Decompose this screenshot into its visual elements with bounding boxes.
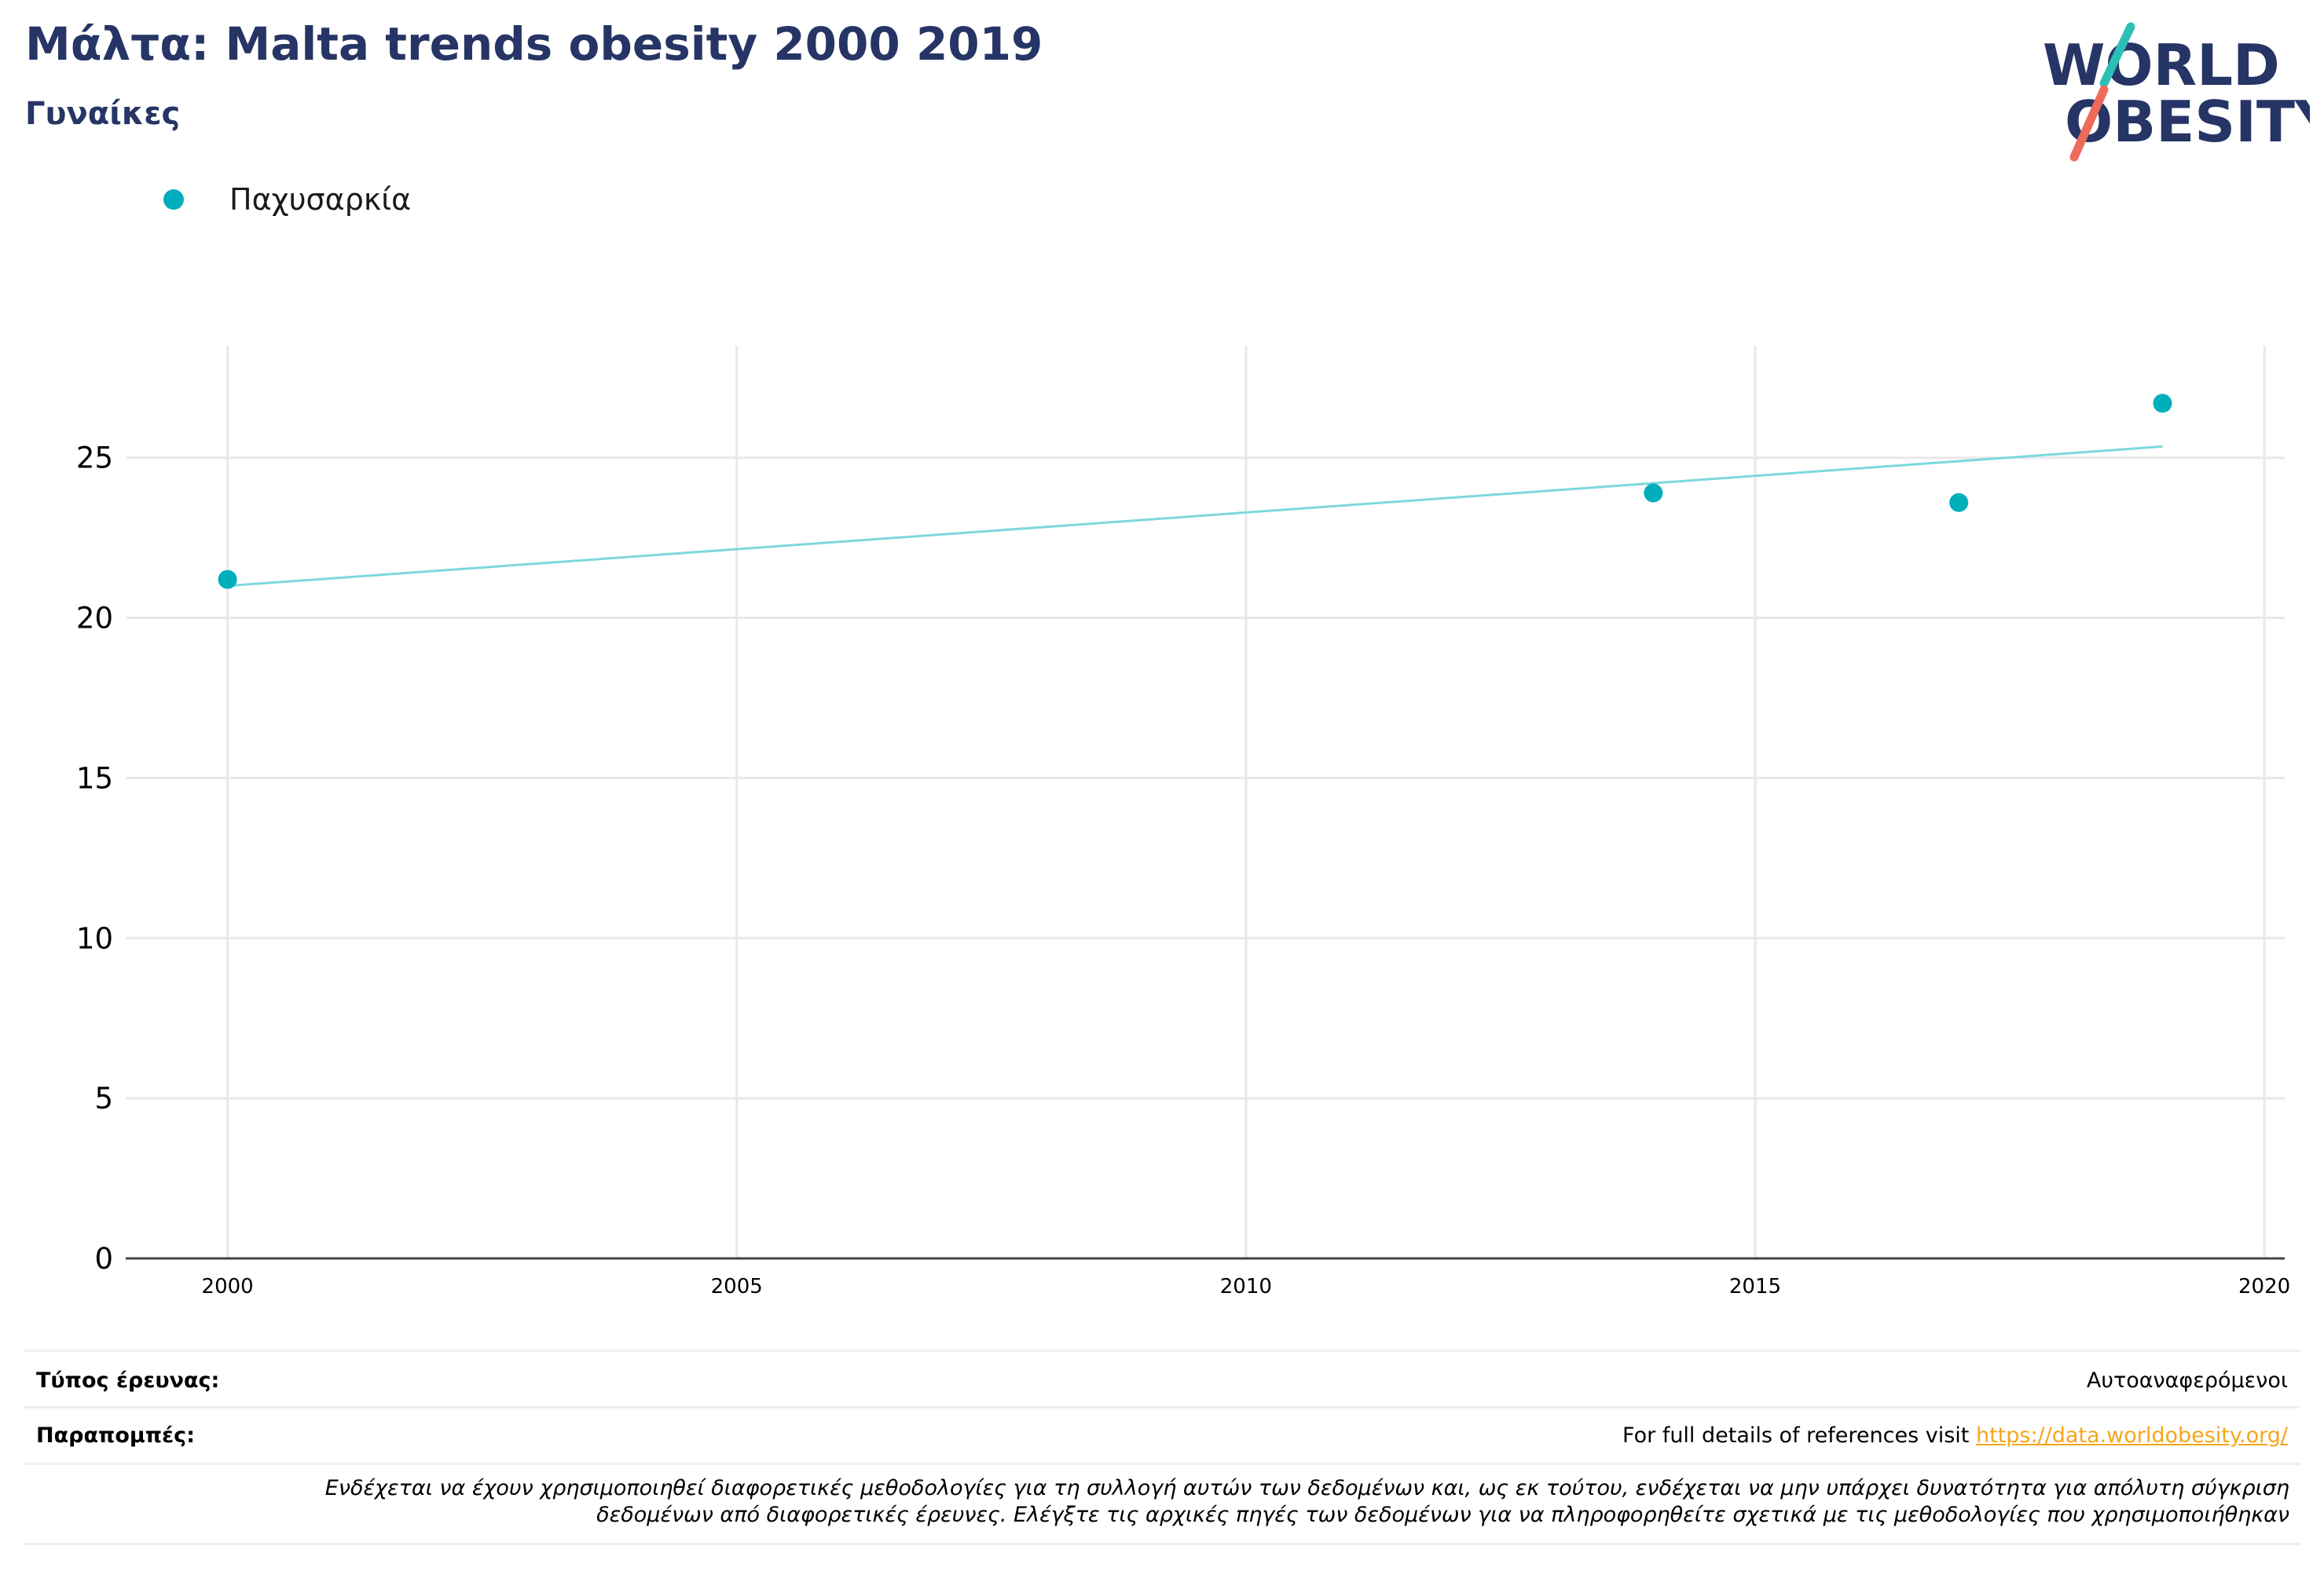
data-point xyxy=(2153,394,2172,413)
methodology-note: Ενδέχεται να έχουν χρησιμοποιηθεί διαφορ… xyxy=(31,1475,2289,1529)
y-tick-label: 25 xyxy=(76,441,113,475)
data-point xyxy=(1949,493,1969,512)
footer-rule-mid xyxy=(24,1406,2300,1408)
x-tick-label: 2010 xyxy=(1220,1275,1272,1298)
data-point xyxy=(218,570,237,589)
methodology-note-line1: Ενδέχεται να έχουν χρησιμοποιηθεί διαφορ… xyxy=(324,1476,2289,1500)
footer-rule-top xyxy=(24,1350,2300,1352)
x-tick-label: 2020 xyxy=(2238,1275,2290,1298)
logo-line1: WORLD xyxy=(2043,32,2280,98)
legend-label: Παχυσαρκία xyxy=(229,182,412,217)
legend: Παχυσαρκία xyxy=(163,182,411,217)
logo-slash-top xyxy=(2099,22,2135,88)
y-tick-label: 15 xyxy=(76,761,113,795)
methodology-note-line2: δεδομένων από διαφορετικές έρευνες. Ελέγ… xyxy=(596,1503,2289,1527)
survey-type-label: Τύπος έρευνας: xyxy=(36,1368,220,1393)
y-tick-label: 20 xyxy=(76,602,113,635)
references-link[interactable]: https://data.worldobesity.org/ xyxy=(1975,1423,2288,1448)
legend-marker xyxy=(163,189,184,210)
survey-type-value: Αυτοαναφερόμενοι xyxy=(2086,1368,2288,1393)
y-tick-label: 10 xyxy=(76,921,113,955)
x-tick-label: 2000 xyxy=(202,1275,254,1298)
references-value: For full details of references visit htt… xyxy=(1622,1423,2288,1448)
x-tick-label: 2005 xyxy=(711,1275,763,1298)
footer-rule-bottom xyxy=(24,1463,2300,1465)
y-tick-label: 0 xyxy=(94,1242,113,1276)
references-label: Παραπομπές: xyxy=(36,1423,195,1448)
y-tick-label: 5 xyxy=(94,1082,113,1115)
survey-type-row: Τύπος έρευνας: Αυτοαναφερόμενοι xyxy=(24,1368,2300,1400)
logo-slash-bottom xyxy=(2069,85,2109,162)
data-point xyxy=(1644,483,1663,503)
trendline xyxy=(227,445,2163,588)
scatter-chart: 2000 2005 2010 2015 2020 0 5 10 15 20 25 xyxy=(76,346,2290,1298)
chart-subtitle: Γυναίκες xyxy=(25,96,181,132)
x-tick-label: 2015 xyxy=(1729,1275,1781,1298)
footer-rule-end xyxy=(24,1543,2300,1545)
world-obesity-logo: WORLD OBESITY xyxy=(2043,22,2310,162)
chart-title: Μάλτα: Malta trends obesity 2000 2019 xyxy=(25,17,1043,71)
references-text: For full details of references visit xyxy=(1622,1423,1976,1448)
references-row: Παραπομπές: For full details of referenc… xyxy=(24,1423,2300,1455)
logo-line2: OBESITY xyxy=(2065,89,2310,155)
